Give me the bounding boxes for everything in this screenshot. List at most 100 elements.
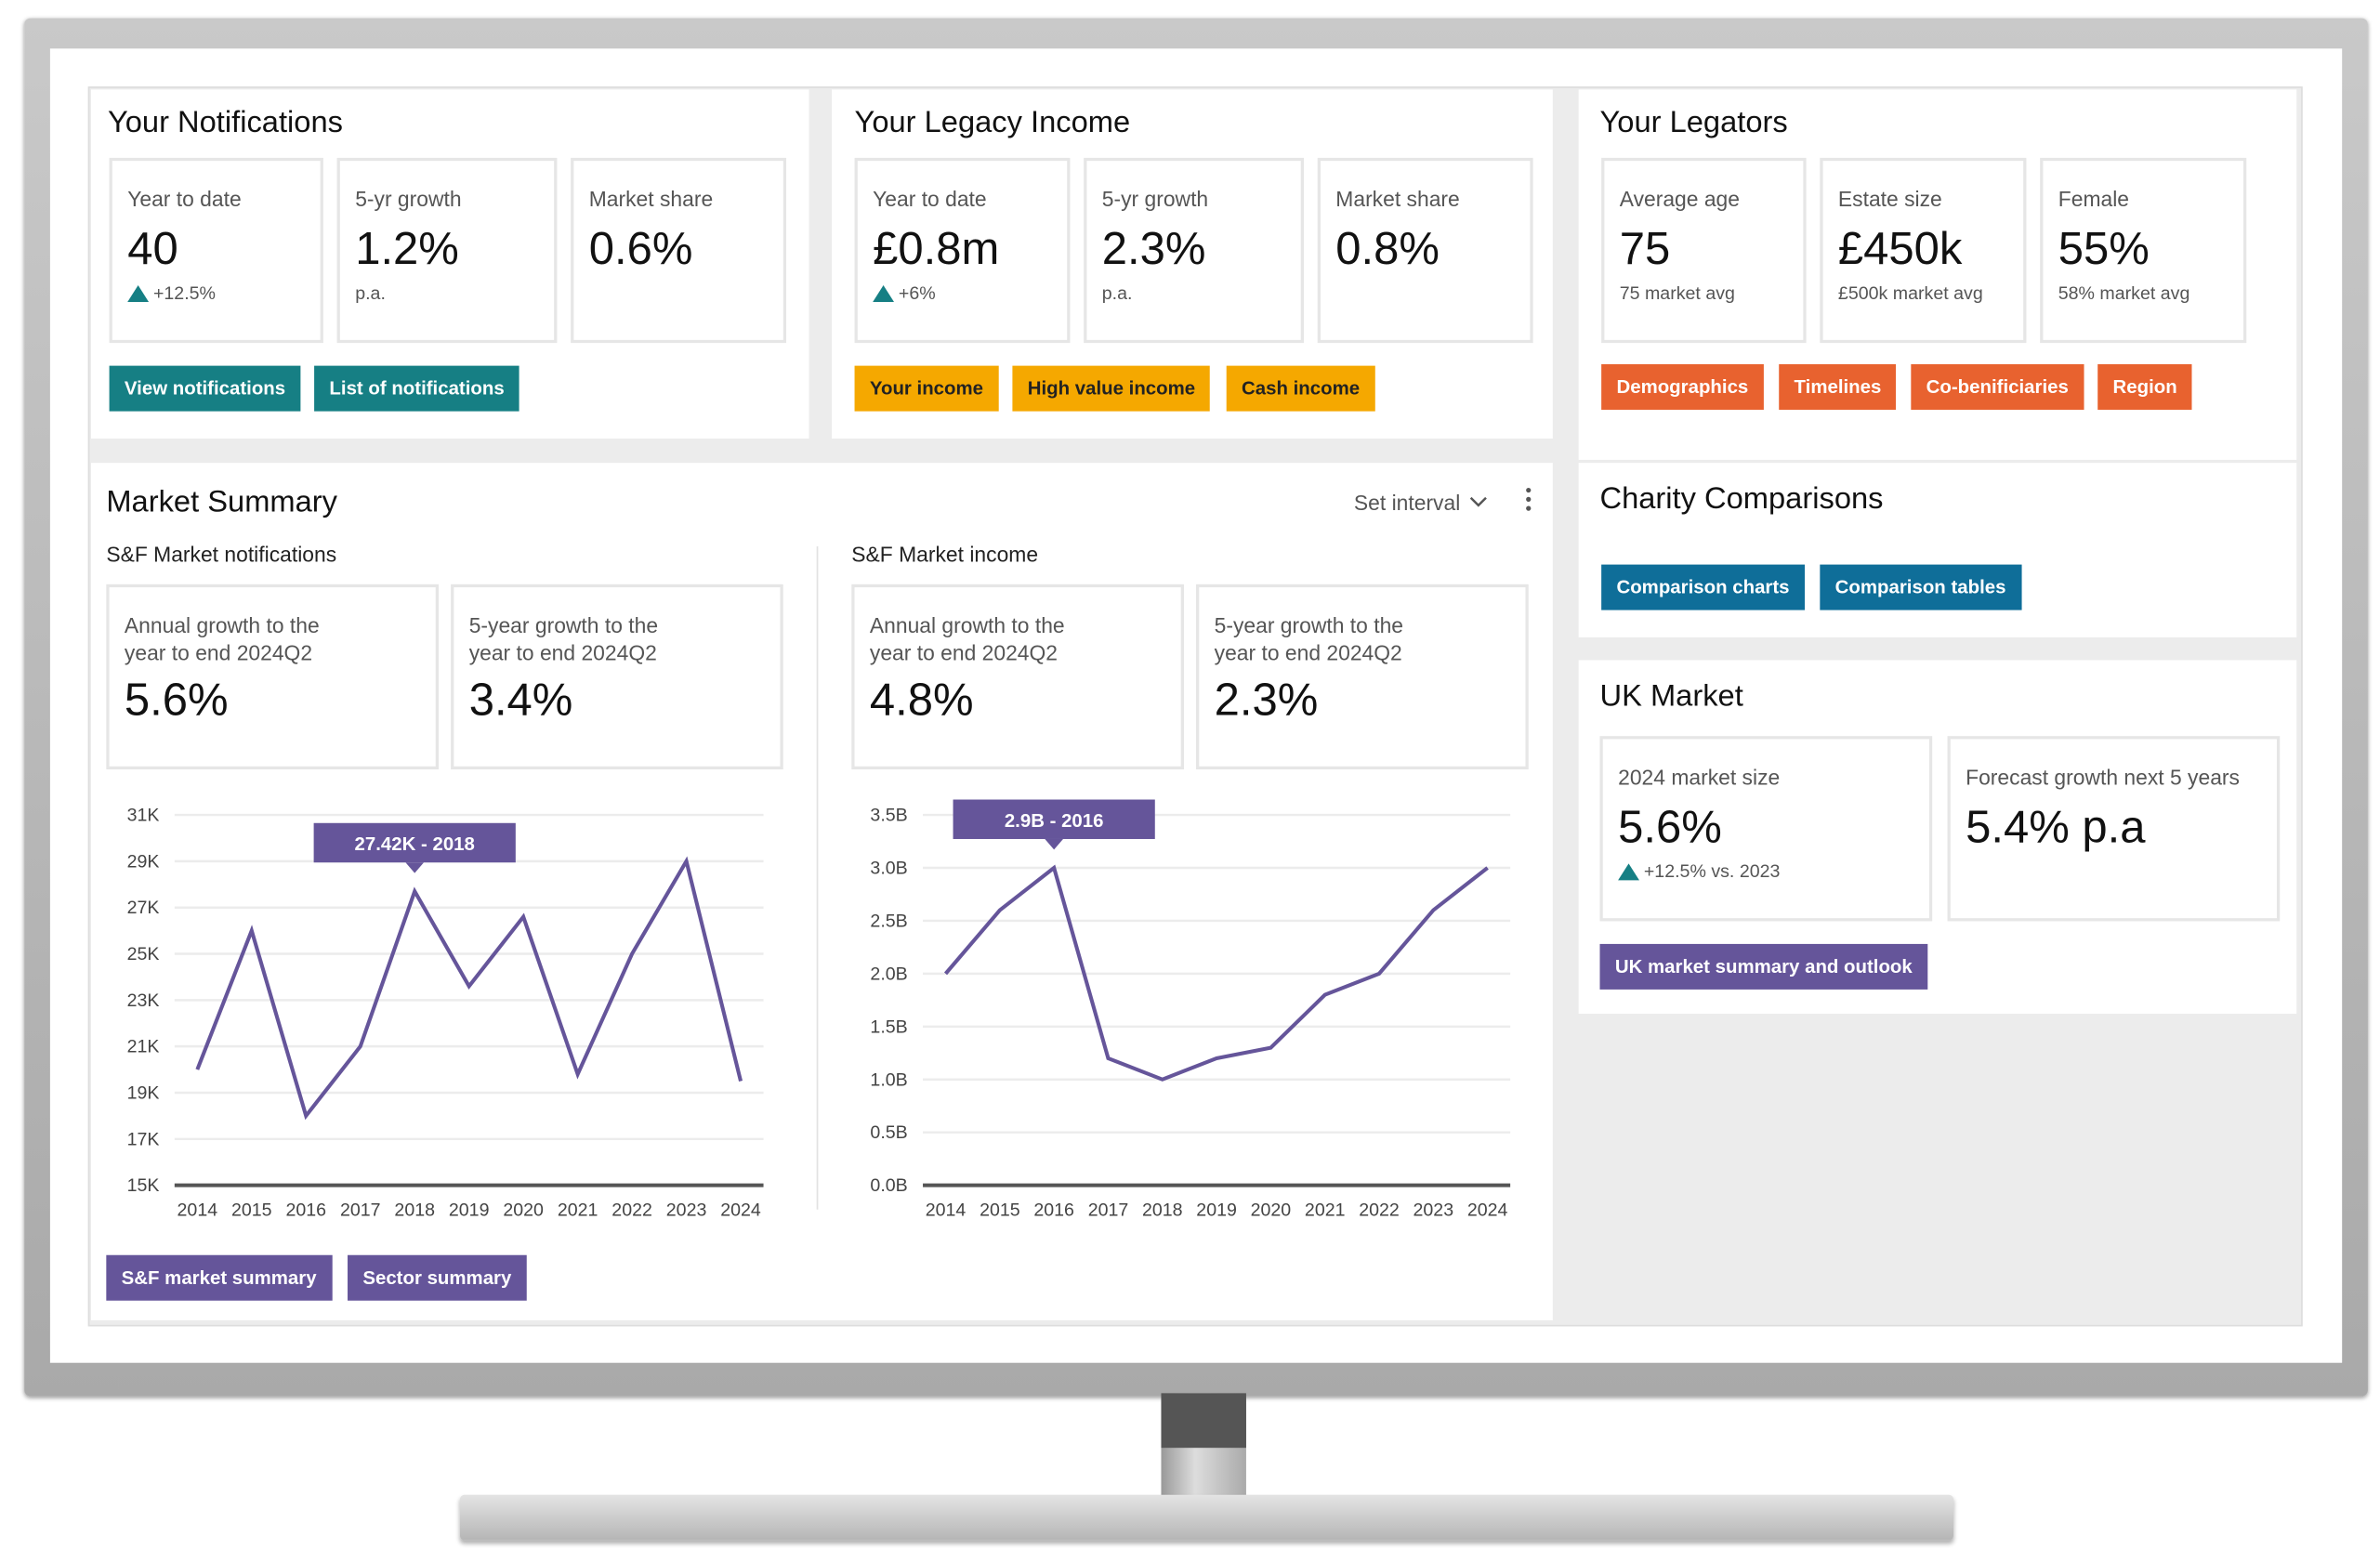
- metric-card: Year to date 40 +12.5%: [109, 157, 323, 344]
- high-value-income-button[interactable]: High value income: [1012, 365, 1211, 412]
- x-tick-label: 2021: [1305, 1200, 1346, 1220]
- metric-card: 2024 market size 5.6% +12.5% vs. 2023: [1599, 736, 1933, 922]
- metric-sub: 75 market avg: [1619, 282, 1735, 304]
- metric-value: 0.8%: [1335, 224, 1440, 275]
- x-tick-label: 2024: [720, 1200, 761, 1220]
- sf-market-summary-button[interactable]: S&F market summary: [106, 1254, 332, 1301]
- panel-title: Charity Comparisons: [1599, 482, 1884, 517]
- uk-market-summary-button[interactable]: UK market summary and outlook: [1599, 943, 1928, 990]
- comparison-tables-button[interactable]: Comparison tables: [1820, 564, 2021, 610]
- metric-change: +12.5% vs. 2023: [1643, 860, 1781, 882]
- demographics-button[interactable]: Demographics: [1601, 363, 1764, 410]
- metric-card: Market share 0.8%: [1317, 157, 1533, 344]
- legators-panel: Your Legators Average age 75 75 market a…: [1578, 89, 2297, 460]
- more-options-icon[interactable]: [1524, 487, 1533, 511]
- metric-card: Annual growth to the year to end 2024Q2 …: [851, 584, 1184, 770]
- panel-title: Your Notifications: [107, 106, 343, 140]
- set-interval-label: Set interval: [1353, 490, 1461, 515]
- sector-summary-button[interactable]: Sector summary: [348, 1254, 527, 1301]
- metric-value: 2.3%: [1101, 224, 1206, 275]
- metric-label: Forecast growth next 5 years: [1966, 765, 2240, 790]
- metric-label: 5-yr growth: [1101, 186, 1209, 212]
- metric-sub: p.a.: [355, 282, 386, 304]
- section-divider: [816, 545, 819, 1210]
- y-tick-label: 23K: [127, 990, 160, 1011]
- uk-market-panel: UK Market 2024 market size 5.6% +12.5% v…: [1578, 660, 2297, 1015]
- section-subtitle: S&F Market income: [851, 542, 1039, 567]
- metric-change: +6%: [898, 282, 936, 304]
- x-tick-label: 2017: [1088, 1200, 1129, 1220]
- y-tick-label: 19K: [127, 1083, 160, 1104]
- metric-label: Year to date: [127, 186, 242, 212]
- panel-title: Market Summary: [106, 485, 338, 519]
- metric-value: 40: [127, 224, 178, 275]
- metric-change: +12.5%: [152, 282, 217, 304]
- metric-value: 1.2%: [355, 224, 459, 275]
- set-interval-dropdown[interactable]: Set interval: [1354, 491, 1488, 515]
- notifications-panel: Your Notifications Year to date 40 +12.5…: [90, 89, 809, 439]
- x-tick-label: 2017: [340, 1200, 381, 1220]
- metric-value: 75: [1619, 224, 1671, 275]
- list-of-notifications-button[interactable]: List of notifications: [314, 365, 520, 412]
- x-tick-label: 2014: [926, 1200, 966, 1220]
- metric-value: 3.4%: [468, 675, 573, 726]
- metric-value: 0.6%: [588, 224, 693, 275]
- tooltip-box: [313, 822, 516, 863]
- metric-card: Estate size £450k £500k market avg: [1820, 157, 2027, 344]
- metric-value: 5.4% p.a: [1966, 803, 2146, 853]
- your-income-button[interactable]: Your income: [854, 365, 999, 412]
- timelines-button[interactable]: Timelines: [1779, 363, 1897, 410]
- comparison-charts-button[interactable]: Comparison charts: [1601, 564, 1805, 610]
- tooltip-pointer: [405, 862, 425, 873]
- metric-card: 5-year growth to the year to end 2024Q2 …: [1196, 584, 1529, 770]
- trend-up-icon: [873, 284, 895, 302]
- x-tick-label: 2019: [1196, 1200, 1237, 1220]
- y-tick-label: 0.5B: [870, 1122, 907, 1143]
- tooltip-text: 27.42K - 2018: [355, 834, 475, 855]
- metric-sub: p.a.: [1101, 282, 1133, 304]
- metric-value: 2.3%: [1214, 675, 1319, 726]
- metric-card: Forecast growth next 5 years 5.4% p.a: [1947, 736, 2281, 922]
- chevron-down-icon: [1469, 496, 1487, 507]
- metric-card: 5-yr growth 1.2% p.a.: [336, 157, 558, 344]
- y-tick-label: 1.5B: [870, 1017, 907, 1037]
- cash-income-button[interactable]: Cash income: [1226, 365, 1375, 412]
- metric-value: 55%: [2058, 224, 2150, 275]
- market-summary-panel: Market Summary Set interval S&F Market n…: [90, 463, 1553, 1320]
- panel-title: Your Legators: [1599, 106, 1788, 140]
- metric-value: £450k: [1837, 224, 1963, 275]
- metric-sub: +12.5% vs. 2023: [1618, 860, 1780, 882]
- x-tick-label: 2023: [666, 1200, 707, 1220]
- metric-label: Estate size: [1837, 186, 1942, 212]
- monitor-stand-base: [459, 1494, 1954, 1541]
- metric-label: Market share: [1335, 186, 1460, 212]
- x-tick-label: 2018: [394, 1200, 435, 1220]
- x-tick-label: 2020: [1251, 1200, 1292, 1220]
- tooltip-box: [953, 799, 1155, 839]
- metric-card: Female 55% 58% market avg: [2040, 157, 2247, 344]
- x-tick-label: 2020: [503, 1200, 544, 1220]
- metric-label: Year to date: [873, 186, 987, 212]
- x-tick-label: 2022: [611, 1200, 652, 1220]
- metric-label: 5-yr growth: [355, 186, 462, 212]
- x-tick-label: 2019: [449, 1200, 490, 1220]
- metric-value: 5.6%: [1618, 803, 1722, 853]
- monitor-stand-shadow: [1161, 1393, 1246, 1449]
- view-notifications-button[interactable]: View notifications: [109, 365, 301, 412]
- y-tick-label: 25K: [127, 944, 160, 964]
- metric-sub: +12.5%: [127, 282, 216, 304]
- x-tick-label: 2016: [285, 1200, 326, 1220]
- metric-card: Market share 0.6%: [571, 157, 787, 344]
- y-tick-label: 2.0B: [870, 964, 907, 984]
- y-tick-label: 21K: [127, 1037, 160, 1057]
- notifications-line-chart: 15K 17K 19K 21K 23K 25K 27K 29K 31K 2014 2015 2016 2…: [127, 806, 764, 1220]
- panel-title: Your Legacy Income: [854, 106, 1131, 140]
- metric-card: 5-yr growth 2.3% p.a.: [1084, 157, 1305, 344]
- co-beneficiaries-button[interactable]: Co-benificiaries: [1911, 363, 2084, 410]
- region-button[interactable]: Region: [2097, 363, 2193, 410]
- y-tick-label: 29K: [127, 851, 160, 872]
- y-tick-label: 2.5B: [870, 911, 907, 931]
- trend-up-icon: [127, 284, 150, 302]
- y-tick-label: 15K: [127, 1175, 160, 1196]
- tooltip-pointer: [1045, 838, 1063, 850]
